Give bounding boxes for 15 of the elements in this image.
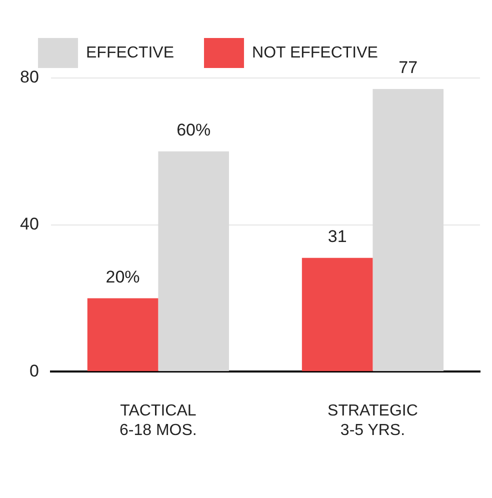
- y-tick-label: 80: [20, 68, 39, 87]
- x-tick-label: TACTICAL 6-18 MOS.: [120, 402, 197, 439]
- bar: [158, 151, 229, 372]
- y-tick-label: 0: [29, 361, 39, 380]
- legend-label: NOT EFFECTIVE: [252, 44, 378, 62]
- y-tick-label: 40: [20, 214, 39, 234]
- bar: [87, 298, 158, 372]
- data-label: 60%: [176, 120, 211, 140]
- legend-label: EFFECTIVE: [86, 44, 174, 62]
- data-label: 77: [398, 58, 418, 78]
- x-tick-label: STRATEGIC 3-5 YRS.: [328, 402, 418, 439]
- bar: [372, 89, 444, 372]
- data-label: 20%: [106, 267, 140, 286]
- data-label: 31: [328, 227, 347, 246]
- bar: [302, 258, 373, 372]
